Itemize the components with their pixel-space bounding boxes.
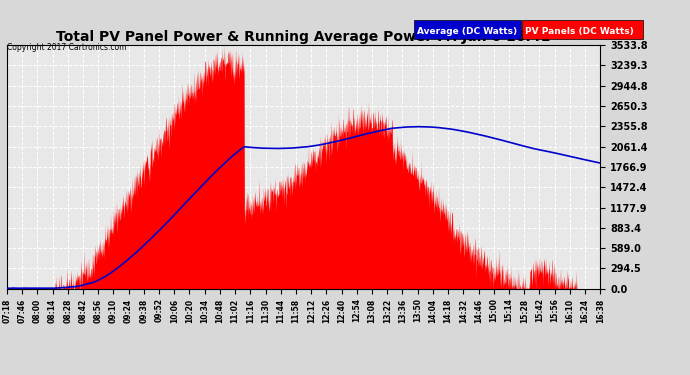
Title: Total PV Panel Power & Running Average Power Fri Jan 6 16:41: Total PV Panel Power & Running Average P… — [57, 30, 551, 44]
Text: PV Panels (DC Watts): PV Panels (DC Watts) — [525, 27, 634, 36]
Text: Copyright 2017 Cartronics.com: Copyright 2017 Cartronics.com — [7, 43, 126, 52]
Text: Average (DC Watts): Average (DC Watts) — [417, 27, 517, 36]
